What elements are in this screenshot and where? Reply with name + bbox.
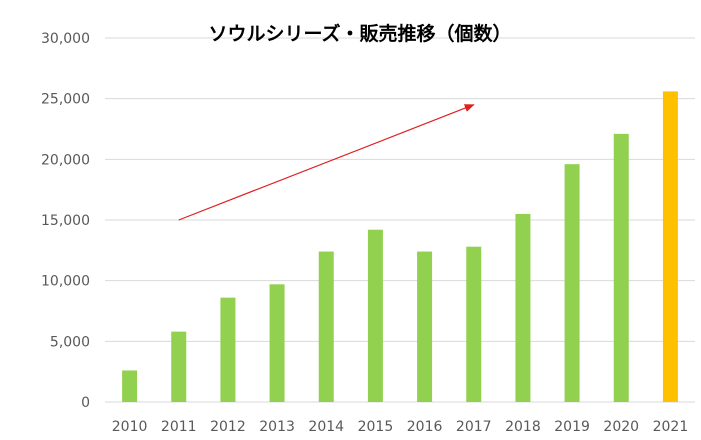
x-tick-label: 2018: [505, 419, 541, 435]
trend-arrow: [178, 104, 475, 221]
y-tick-label: 5,000: [50, 334, 90, 350]
x-tick-label: 2020: [603, 419, 639, 435]
x-tick-label: 2012: [210, 419, 246, 435]
x-tick-label: 2013: [259, 419, 295, 435]
y-tick-label: 0: [81, 395, 90, 411]
y-tick-label: 15,000: [41, 213, 90, 229]
annotations: [178, 104, 475, 221]
x-axis-ticks: 2010 2011 2012 2013 2014 2015 2016 2017 2018 2019…: [112, 419, 688, 435]
y-tick-label: 30,000: [41, 31, 90, 47]
bar-2014: [318, 251, 334, 402]
bars: [122, 91, 678, 403]
x-tick-label: 2016: [407, 419, 443, 435]
y-tick-label: 10,000: [41, 274, 90, 290]
bar-2013: [269, 284, 285, 402]
gridlines: [105, 37, 695, 403]
x-tick-label: 2014: [308, 419, 344, 435]
x-tick-label: 2017: [456, 419, 492, 435]
x-tick-label: 2010: [112, 419, 148, 435]
bar-2016: [417, 251, 433, 402]
bar-2010: [122, 370, 138, 402]
bar-2019: [564, 164, 580, 402]
bar-2012: [220, 297, 236, 402]
bar-2015: [367, 229, 383, 402]
x-tick-label: 2019: [554, 419, 590, 435]
bar-2017: [466, 246, 482, 402]
x-tick-label: 2011: [161, 419, 197, 435]
bar-2020: [613, 133, 629, 402]
y-tick-label: 20,000: [41, 152, 90, 168]
x-tick-label: 2021: [653, 419, 689, 435]
bar-2021: [662, 91, 678, 403]
chart-title: ソウルシリーズ・販売推移（個数）: [208, 22, 511, 45]
x-tick-label: 2015: [358, 419, 394, 435]
y-tick-label: 25,000: [41, 92, 90, 108]
bar-2011: [171, 331, 187, 402]
bar-2018: [515, 213, 531, 402]
y-axis-ticks: 0 5,000 10,000 15,000 20,000 25,000 30,000: [41, 31, 90, 411]
